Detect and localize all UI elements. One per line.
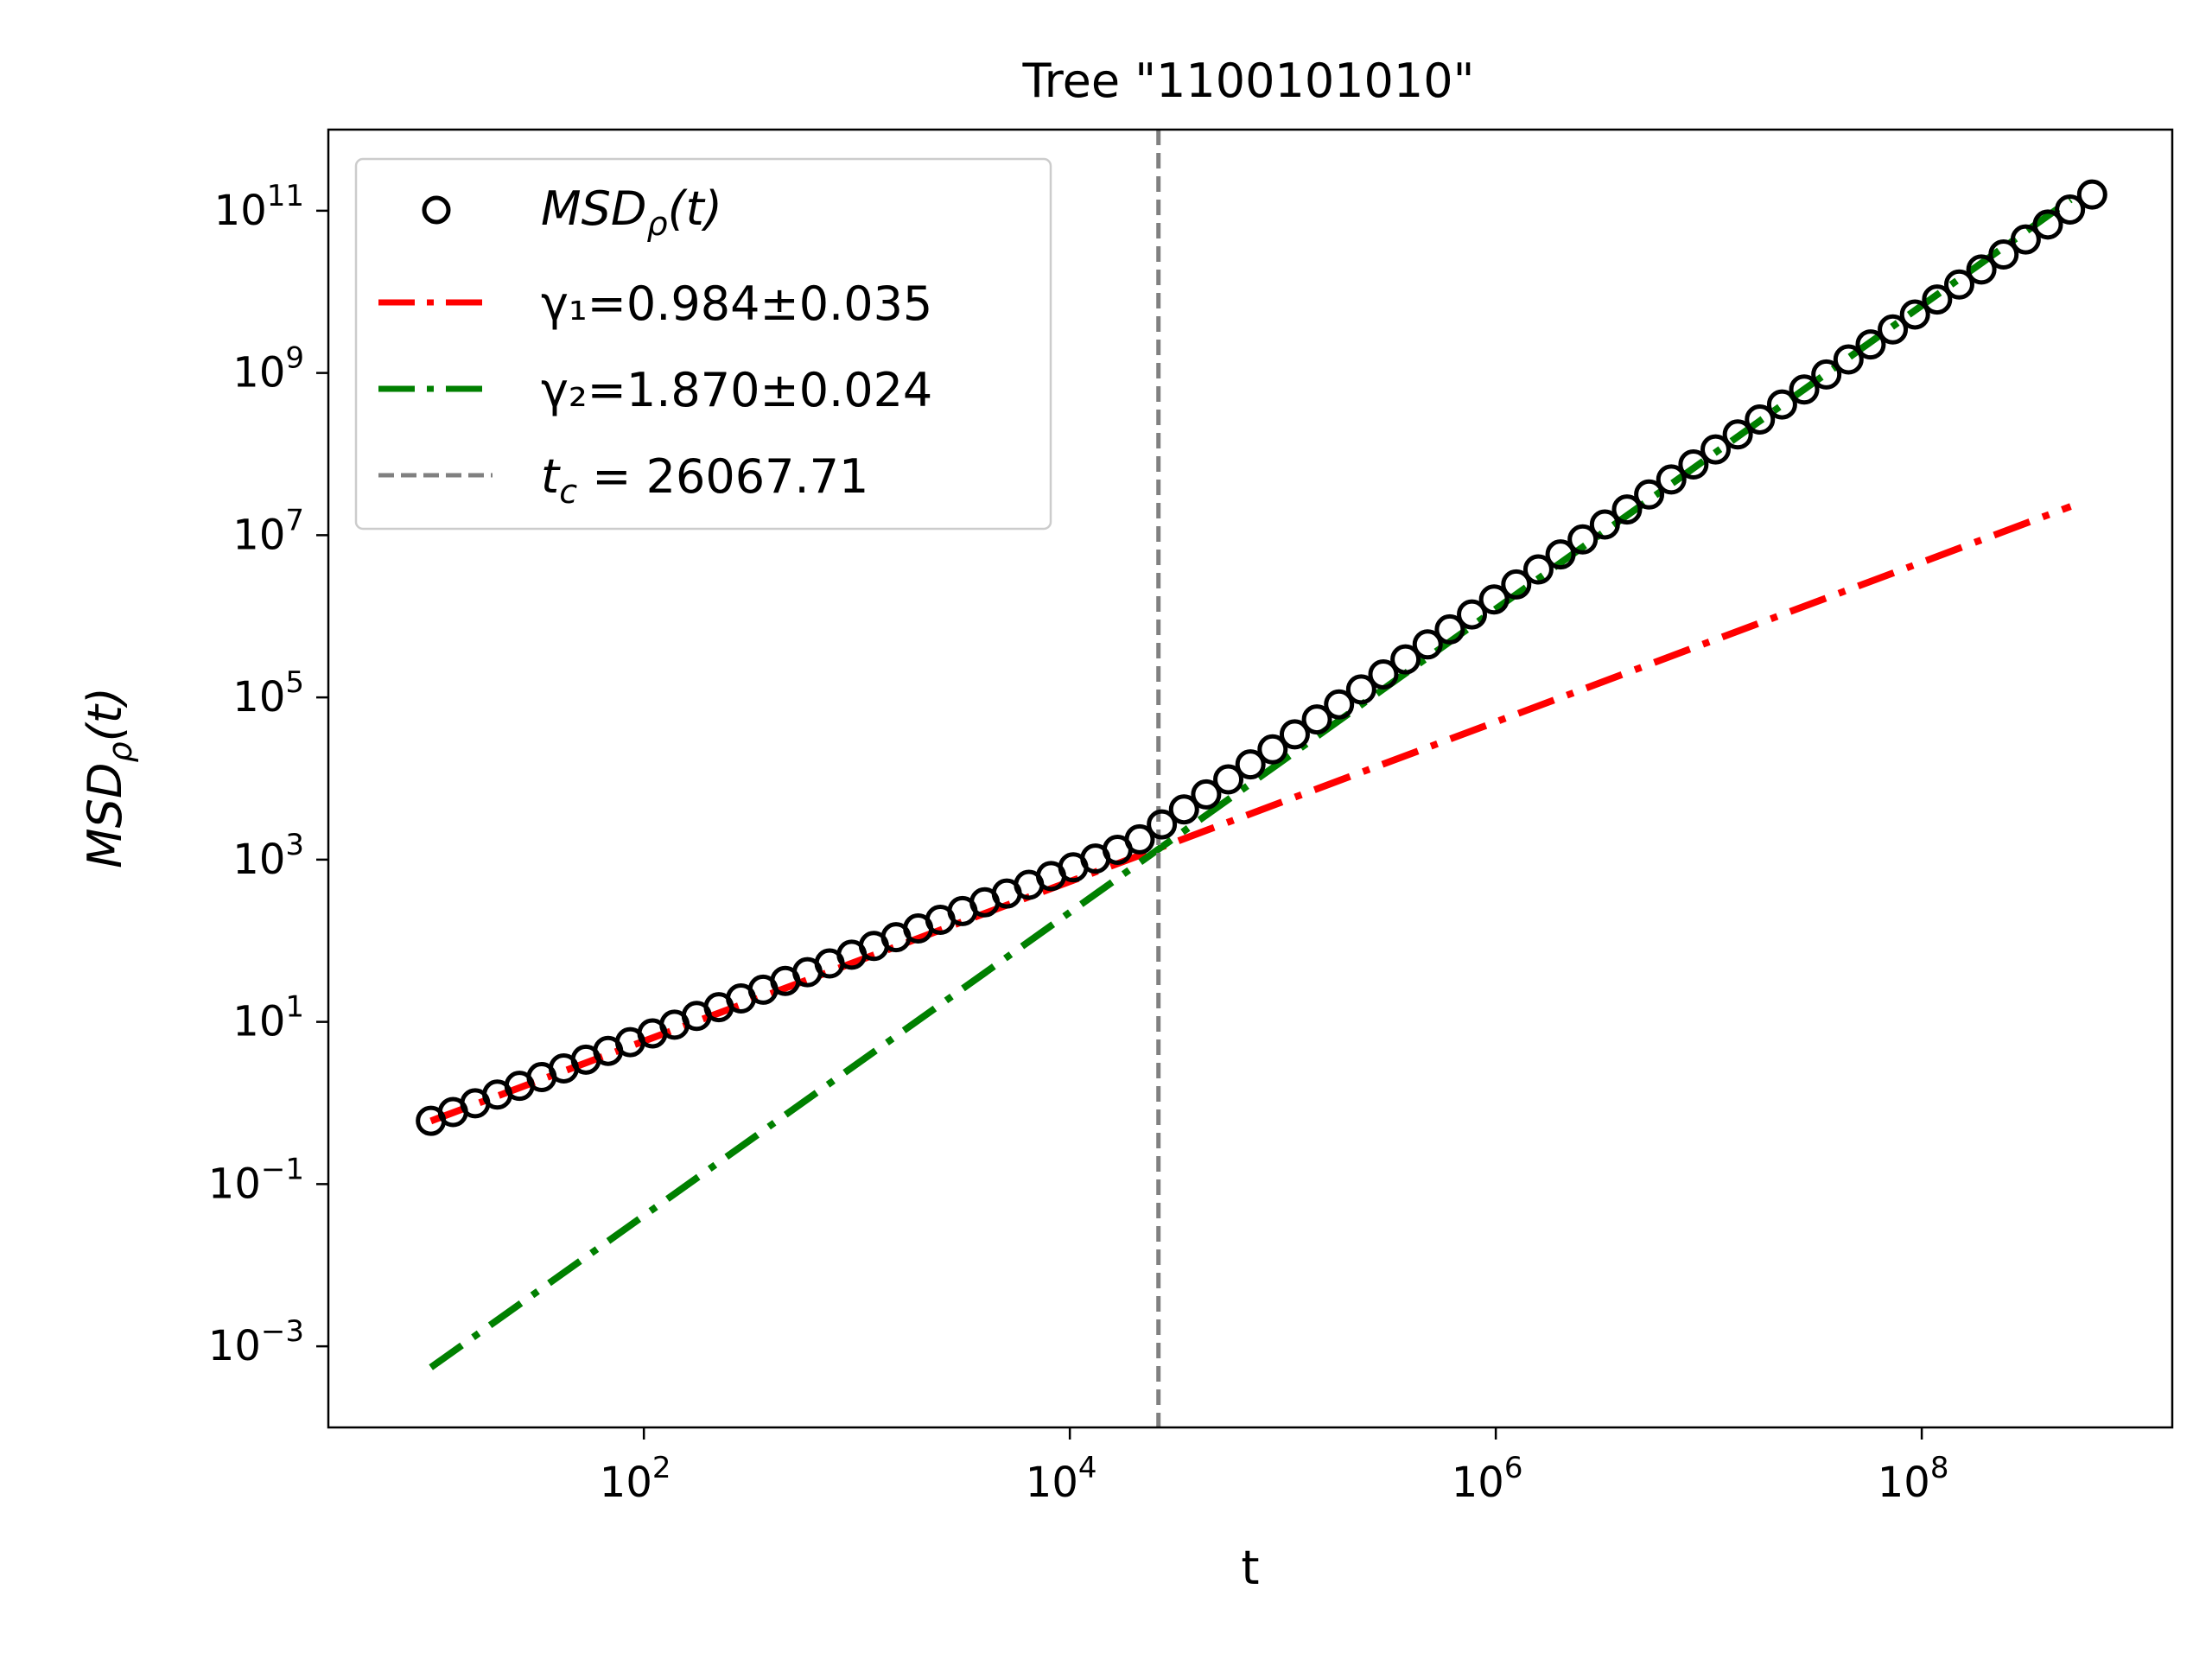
data-point-69 xyxy=(1943,269,1974,300)
data-point-46 xyxy=(1434,613,1465,645)
fit-line-2 xyxy=(429,196,2073,1370)
data-point-68 xyxy=(1922,284,1953,315)
x-tick-label-1: 104 xyxy=(1026,1451,1097,1507)
data-point-72 xyxy=(2010,224,2041,255)
y-axis-label-sub: ρ xyxy=(101,741,139,762)
x-axis-label: t xyxy=(1241,1541,1259,1595)
y-tick-label-3: 103 xyxy=(232,828,304,884)
data-point-41 xyxy=(1324,689,1355,720)
data-point-75 xyxy=(2076,179,2107,210)
legend-marker-msd xyxy=(422,195,451,225)
data-point-64 xyxy=(1833,344,1864,375)
data-point-56 xyxy=(1656,464,1687,495)
data-point-60 xyxy=(1745,404,1776,435)
data-point-49 xyxy=(1501,569,1532,600)
data-point-40 xyxy=(1301,704,1332,735)
data-point-73 xyxy=(2032,209,2063,240)
y-axis-ticks: 10−3 10−1 101 103 105 107 109 1011 xyxy=(208,179,328,1370)
data-point-71 xyxy=(1988,239,2019,270)
data-point-36 xyxy=(1213,764,1244,795)
data-point-47 xyxy=(1457,599,1488,630)
data-point-38 xyxy=(1257,734,1288,765)
data-point-63 xyxy=(1811,359,1842,390)
legend-label-tc: tc = 26067.71 xyxy=(541,449,868,511)
data-point-34 xyxy=(1168,794,1199,825)
data-point-43 xyxy=(1368,659,1399,690)
data-point-58 xyxy=(1700,434,1732,465)
legend-tc-sub: c xyxy=(559,473,577,511)
y-axis-label-suffix: (t) xyxy=(78,687,132,741)
data-point-50 xyxy=(1522,554,1554,585)
legend-label-gamma1: γ₁=0.984±0.035 xyxy=(541,276,932,331)
data-point-65 xyxy=(1855,329,1886,360)
data-markers xyxy=(416,179,2107,1136)
data-point-42 xyxy=(1345,674,1376,705)
legend-msd-suffix: (t) xyxy=(668,181,722,236)
y-axis-label-name: MSD xyxy=(78,762,132,868)
y-tick-label-5: 107 xyxy=(232,503,304,559)
plot-area xyxy=(416,130,2107,1427)
data-point-39 xyxy=(1279,719,1310,750)
data-point-59 xyxy=(1722,419,1753,450)
data-point-52 xyxy=(1567,524,1599,555)
data-point-67 xyxy=(1899,299,1930,330)
legend-msd-sub: ρ xyxy=(646,205,667,243)
legend-tc-suffix: = 26067.71 xyxy=(577,449,868,504)
legend-box xyxy=(354,157,1052,531)
legend-tc-name: t xyxy=(541,449,561,504)
data-point-54 xyxy=(1611,494,1643,525)
data-point-53 xyxy=(1589,509,1620,540)
data-point-74 xyxy=(2055,194,2086,225)
legend-label-msd: MSDρ(t) xyxy=(541,181,722,243)
data-point-61 xyxy=(1766,389,1797,420)
y-tick-label-2: 101 xyxy=(232,990,304,1046)
data-point-37 xyxy=(1235,749,1266,780)
fit-lines xyxy=(429,130,2073,1427)
data-point-35 xyxy=(1191,779,1222,810)
data-point-70 xyxy=(1966,254,1997,285)
x-axis-ticks: 102 104 106 108 xyxy=(600,1427,1949,1507)
y-tick-label-1: 10−1 xyxy=(208,1152,304,1208)
legend-label-gamma2: γ₂=1.870±0.024 xyxy=(541,363,932,417)
legend: MSDρ(t) γ₁=0.984±0.035 γ₂=1.870±0.024 tc… xyxy=(354,157,1052,531)
data-point-55 xyxy=(1634,479,1665,510)
y-tick-label-6: 109 xyxy=(232,341,304,397)
x-tick-label-2: 106 xyxy=(1452,1451,1523,1507)
fit-line-1 xyxy=(429,503,2072,1125)
legend-msd-name: MSD xyxy=(541,181,646,236)
x-tick-label-3: 108 xyxy=(1878,1451,1949,1507)
data-point-33 xyxy=(1147,809,1178,840)
x-tick-label-0: 102 xyxy=(600,1451,671,1507)
y-tick-label-7: 1011 xyxy=(214,179,304,235)
data-point-51 xyxy=(1545,539,1576,570)
data-point-66 xyxy=(1878,314,1909,345)
data-point-57 xyxy=(1678,449,1709,480)
axes-frame xyxy=(327,128,2174,1429)
y-axis-label: MSDρ(t) xyxy=(78,687,139,868)
data-point-48 xyxy=(1478,584,1510,615)
data-point-62 xyxy=(1789,374,1820,405)
data-point-44 xyxy=(1390,644,1421,675)
data-point-45 xyxy=(1412,629,1443,660)
chart-title: Tree "1100101010" xyxy=(1022,54,1475,108)
y-tick-label-0: 10−3 xyxy=(208,1314,304,1370)
y-tick-label-4: 105 xyxy=(232,665,304,721)
data-point-32 xyxy=(1124,823,1155,855)
